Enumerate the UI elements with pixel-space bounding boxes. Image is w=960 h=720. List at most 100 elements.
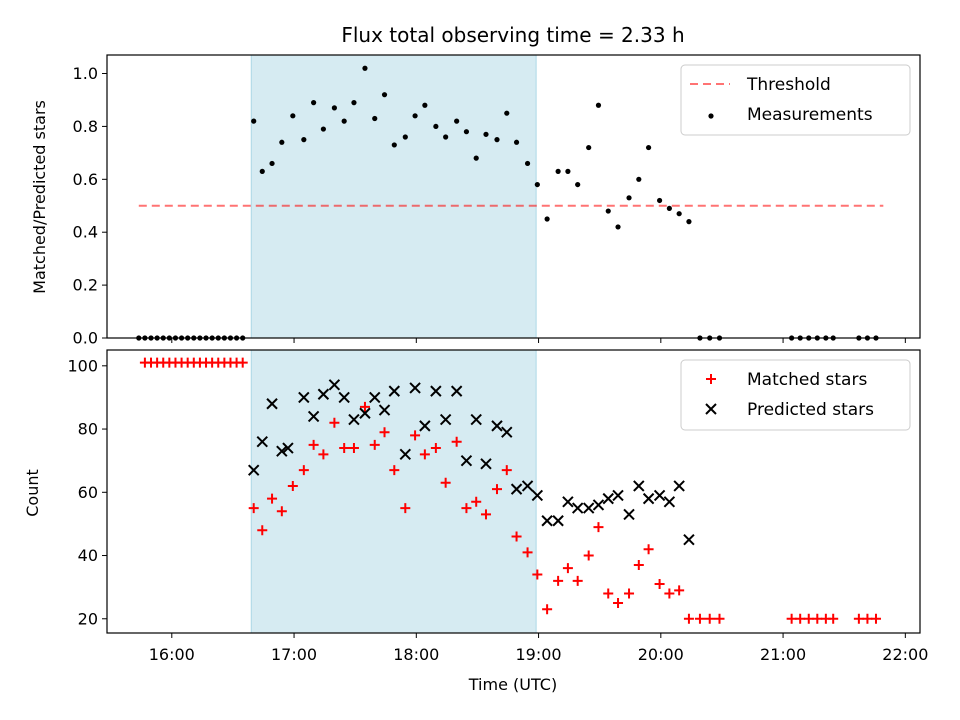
predicted-star-point <box>439 413 452 426</box>
measurement-point <box>391 142 397 148</box>
matched-star-point <box>237 357 248 368</box>
x-axis-label: Time (UTC) <box>468 675 557 694</box>
predicted-star-point <box>571 502 584 514</box>
xtick-label: 18:00 <box>393 645 439 664</box>
xtick-label: 20:00 <box>638 645 684 664</box>
bottom-legend-box <box>680 359 911 431</box>
top-ytick-label: 1.0 <box>73 64 98 83</box>
bottom-shaded-span <box>250 349 537 634</box>
measurement-point <box>251 118 257 124</box>
matched-star-point <box>714 613 725 624</box>
matched-star-point <box>795 613 806 624</box>
predicted-star-point <box>247 464 260 476</box>
matched-star-point <box>654 578 665 589</box>
matched-star-point <box>267 493 278 504</box>
xtick-label: 21:00 <box>760 645 806 664</box>
measurement-point <box>656 197 663 204</box>
predicted-star-point <box>338 391 350 404</box>
bottom-ytick-label: 40 <box>78 546 98 565</box>
legend-predicted-marker <box>705 403 717 415</box>
predicted-star-point <box>388 385 401 397</box>
predicted-star-point <box>501 426 513 438</box>
legend-label: Threshold <box>746 75 831 95</box>
matched-star-point <box>410 430 421 441</box>
matched-star-point <box>287 480 298 491</box>
legend-label: Measurements <box>747 105 873 125</box>
measurement-point <box>422 102 428 108</box>
predicted-star-point <box>480 458 492 470</box>
measurement-point <box>259 168 265 174</box>
matched-star-point <box>359 401 370 412</box>
predicted-star-point <box>460 454 473 467</box>
predicted-star-point <box>266 398 278 410</box>
predicted-star-point <box>491 420 503 432</box>
xtick-label: 17:00 <box>271 645 317 664</box>
top-ytick-label: 0.8 <box>73 117 98 136</box>
matched-star-point <box>643 544 654 555</box>
matched-star-point <box>532 569 543 580</box>
measurement-point <box>381 92 388 98</box>
measurement-point <box>615 224 621 230</box>
predicted-star-point <box>359 407 371 419</box>
matched-star-point <box>862 613 873 624</box>
predicted-star-point <box>663 496 676 508</box>
matched-star-point <box>562 563 573 574</box>
measurement-point <box>351 100 357 106</box>
measurement-point <box>372 115 378 122</box>
matched-star-point <box>318 449 329 460</box>
matched-star-point <box>812 613 823 624</box>
predicted-star-point <box>642 492 655 505</box>
measurement-point <box>605 208 611 214</box>
matched-star-point <box>400 503 411 514</box>
measurement-point <box>443 134 449 140</box>
top-legend: Threshold Measurements <box>680 64 911 136</box>
matched-star-point <box>511 531 522 542</box>
legend-matched-marker <box>706 374 716 384</box>
measurement-point <box>483 131 489 137</box>
matched-star-point <box>369 439 380 450</box>
bottom-ytick-label: 80 <box>78 420 98 439</box>
measurement-point <box>524 160 531 167</box>
measurement-point <box>473 155 479 161</box>
legend-label: Matched stars <box>747 370 867 390</box>
bottom-ytick-label: 60 <box>78 483 98 502</box>
matched-star-point <box>379 427 390 438</box>
bottom-panel: 20 40 60 80 100 16:00 17:00 18:00 19:00 20:00 21:0… <box>67 349 928 664</box>
matched-star-point <box>329 417 340 428</box>
matched-star-point <box>664 588 675 599</box>
top-panel: 0.0 0.2 0.4 0.6 0.8 1.0 Threshold Measurements <box>73 54 921 348</box>
matched-star-point <box>633 560 644 571</box>
bottom-ytick-label: 100 <box>67 356 98 375</box>
matched-star-point <box>480 509 491 520</box>
measurement-point <box>555 168 561 174</box>
measurement-point <box>494 137 500 143</box>
predicted-star-point <box>419 420 431 432</box>
measurement-point <box>412 113 418 119</box>
xtick-label: 16:00 <box>149 645 195 664</box>
predicted-star-point <box>307 410 320 423</box>
predicted-star-point <box>602 492 614 505</box>
xtick-label: 22:00 <box>882 645 928 664</box>
measurement-point <box>666 205 672 212</box>
measurement-point <box>534 181 540 188</box>
predicted-star-point <box>673 480 685 492</box>
top-ytick-label: 0.0 <box>73 329 98 348</box>
matched-star-point <box>572 575 583 586</box>
predicted-star-point <box>317 388 330 400</box>
matched-star-point <box>828 613 839 624</box>
predicted-star-point <box>582 502 595 514</box>
matched-star-point <box>440 477 451 488</box>
measurement-point <box>269 160 275 167</box>
predicted-star-point <box>470 413 482 426</box>
measurement-point <box>513 139 520 145</box>
matched-star-point <box>257 525 268 536</box>
predicted-star-point <box>348 413 360 426</box>
matched-star-point <box>308 439 319 450</box>
measurement-point <box>504 110 510 116</box>
measurement-point <box>645 144 652 151</box>
measurement-point <box>544 216 550 222</box>
predicted-star-point <box>256 435 268 448</box>
matched-star-point <box>624 588 635 599</box>
matched-star-point <box>451 436 462 447</box>
